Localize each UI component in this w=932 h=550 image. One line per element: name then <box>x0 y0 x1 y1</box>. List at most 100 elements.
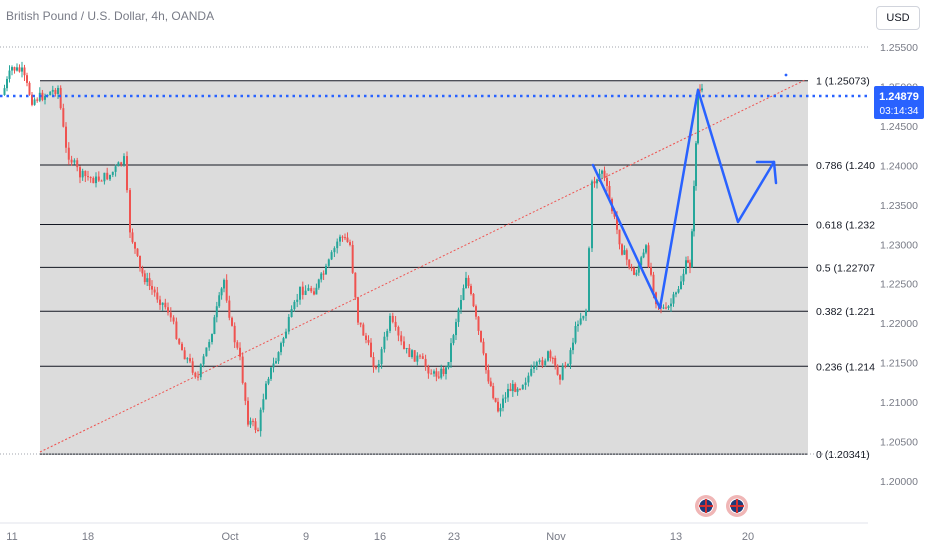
candle-body <box>16 67 18 71</box>
candle-body <box>346 237 349 243</box>
candle-body <box>126 156 128 191</box>
candle-body <box>397 327 400 336</box>
candle-body <box>349 242 351 245</box>
candle-body <box>351 244 354 273</box>
candle-body <box>249 420 252 425</box>
candle-body <box>665 307 667 309</box>
candle-body <box>111 171 114 175</box>
candle-body <box>596 179 598 184</box>
projection-zigzag <box>591 88 776 310</box>
price-axis-tick: 1.22500 <box>880 279 918 291</box>
candle-body <box>208 342 211 348</box>
candle-body <box>475 306 477 317</box>
time-axis-tick: 16 <box>374 531 386 543</box>
candle-body <box>642 252 645 258</box>
time-axis-tick: 9 <box>303 531 309 543</box>
candle-body <box>633 267 635 275</box>
candle-body <box>262 399 265 410</box>
candle-body <box>494 398 497 402</box>
candle-body <box>391 315 394 322</box>
candle-body <box>416 355 419 362</box>
candle-body <box>630 267 633 269</box>
price-axis-tick: 1.21500 <box>880 358 918 370</box>
candle-body <box>487 370 490 382</box>
candle-body <box>547 351 549 361</box>
projection-marker <box>784 73 788 77</box>
candle-body <box>252 420 254 422</box>
candle-body <box>233 325 236 343</box>
candle-body <box>354 272 357 298</box>
candle-body <box>411 350 413 358</box>
candle-body <box>73 160 76 163</box>
candle-body <box>280 343 282 353</box>
candle-body <box>424 358 427 367</box>
candle-body <box>567 364 569 366</box>
candle-body <box>218 295 221 307</box>
fib-level-label: 0.236 (1.214 <box>816 361 875 373</box>
candle-body <box>44 96 46 100</box>
candle-body <box>572 342 574 351</box>
candle-body <box>640 257 643 266</box>
candle-body <box>169 312 172 318</box>
time-axis-tick: 13 <box>670 531 682 543</box>
candle-body <box>530 368 533 376</box>
candle-body <box>437 376 440 378</box>
candle-body <box>304 290 307 295</box>
currency-button[interactable]: USD <box>876 6 920 30</box>
candle-body <box>652 274 655 293</box>
candle-body <box>616 216 618 230</box>
candle-body <box>603 170 606 178</box>
candle-body <box>123 156 125 165</box>
candle-body <box>386 330 389 337</box>
candle-body <box>467 277 470 286</box>
candle-body <box>205 347 208 357</box>
candle-body <box>519 388 521 390</box>
candle-body <box>172 317 175 322</box>
candle-body <box>97 176 100 181</box>
time-axis[interactable]: 11 18 Oct 9 16 23 Nov 13 20 <box>0 522 868 543</box>
candle-body <box>591 181 593 249</box>
fib-level-label: 0.618 (1.232 <box>816 219 875 231</box>
candle-body <box>623 250 626 255</box>
candle-body <box>413 350 416 362</box>
candle-body <box>131 232 134 243</box>
candle-body <box>482 341 485 354</box>
candle-body <box>175 321 178 339</box>
candle-body <box>146 278 149 283</box>
candle-body <box>460 300 462 310</box>
candle-body <box>79 167 81 178</box>
candle-body <box>70 159 73 163</box>
candle-body <box>647 245 650 268</box>
candle-body <box>579 318 582 325</box>
time-axis-tick: 11 <box>6 531 17 543</box>
candle-body <box>359 322 362 325</box>
candle-body <box>516 388 519 392</box>
candle-body <box>465 277 467 289</box>
candle-body <box>544 360 547 366</box>
candle-body <box>236 342 239 348</box>
candle-body <box>394 321 397 328</box>
candles <box>3 61 703 437</box>
candle-body <box>625 250 628 260</box>
candle-body <box>296 299 299 302</box>
candle-body <box>485 353 487 371</box>
candle-body <box>178 338 181 344</box>
candle-body <box>95 176 97 184</box>
candle-body <box>514 383 517 392</box>
price-axis[interactable]: 1.255001.250001.245001.240001.235001.230… <box>880 42 918 488</box>
candle-body <box>325 265 327 275</box>
fibonacci-retracement: 1 (1.25073) 0.786 (1.240 0.618 (1.232 0.5 (… <box>40 76 875 461</box>
candle-body <box>327 259 330 266</box>
candle-body <box>225 279 228 301</box>
candle-body <box>148 278 151 286</box>
candle-body <box>67 147 70 160</box>
price-tag-box <box>874 86 924 120</box>
price-axis-tick: 1.24000 <box>880 160 918 172</box>
candle-body <box>333 248 336 253</box>
candle-body <box>139 255 141 269</box>
candle-body <box>507 388 509 398</box>
candle-body <box>336 241 339 249</box>
candle-body <box>183 350 186 360</box>
candle-body <box>608 185 611 200</box>
